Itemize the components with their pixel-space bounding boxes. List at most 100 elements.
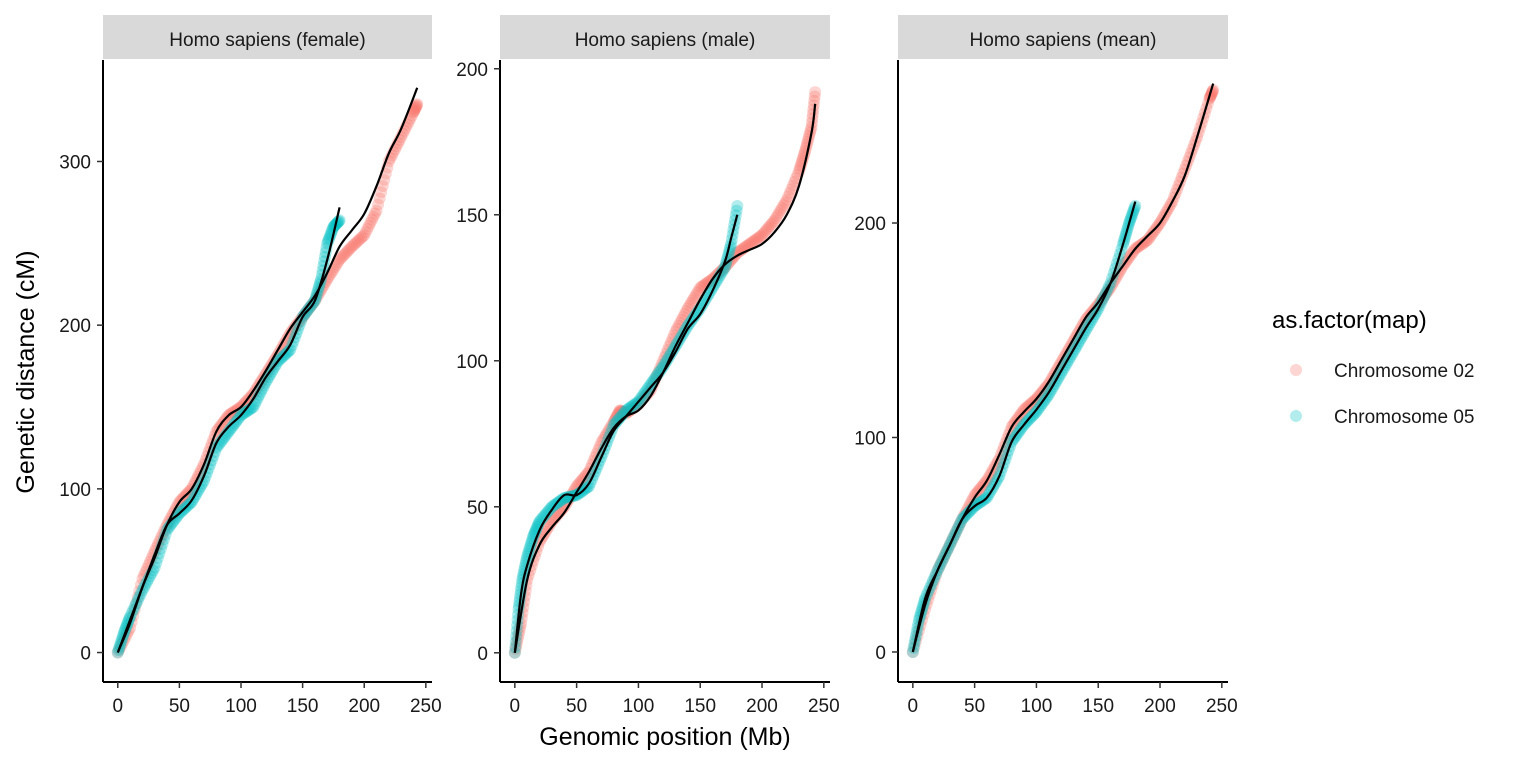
data-point <box>264 368 277 381</box>
data-point <box>780 194 793 207</box>
data-point <box>626 400 639 413</box>
y-tick-label: 100 <box>59 480 91 501</box>
data-point <box>364 216 377 229</box>
data-point <box>410 100 423 113</box>
data-point <box>613 405 626 418</box>
y-tick-label: 0 <box>875 643 886 664</box>
series-chromosome-02 <box>508 86 822 659</box>
data-point <box>410 99 423 112</box>
data-point <box>239 406 252 419</box>
x-tick-label: 250 <box>410 696 442 717</box>
facet-strip-bg <box>500 15 830 59</box>
y-tick-label: 50 <box>467 498 488 519</box>
data-point <box>807 103 820 116</box>
data-point <box>766 216 779 229</box>
data-point <box>332 256 345 269</box>
data-point <box>1143 232 1156 245</box>
data-point <box>779 196 792 209</box>
facet-panel-1: Homo sapiens (female) 0 50 100 150 200 250 0 100… <box>59 15 442 717</box>
data-point <box>681 302 694 315</box>
data-point <box>763 220 776 233</box>
data-point <box>771 209 784 222</box>
data-point <box>688 291 701 304</box>
data-point <box>788 175 801 188</box>
data-point <box>777 199 790 212</box>
data-point <box>672 319 685 332</box>
data-point <box>754 230 767 243</box>
data-point <box>409 102 422 115</box>
x-tick-label: 250 <box>808 696 840 717</box>
data-point <box>1138 236 1151 249</box>
data-point <box>776 201 789 214</box>
data-point <box>804 124 817 137</box>
data-point <box>674 316 687 329</box>
facet-strip-bg <box>898 15 1228 59</box>
x-tick-label: 0 <box>908 696 919 717</box>
data-point <box>372 198 385 211</box>
y-tick-label: 0 <box>477 644 488 665</box>
x-tick-label: 100 <box>225 696 257 717</box>
data-point <box>1141 234 1154 247</box>
smooth-line-chromosome-05 <box>116 207 341 653</box>
data-point <box>258 379 271 392</box>
data-point <box>701 276 714 289</box>
x-tick-label: 200 <box>348 696 380 717</box>
data-point <box>613 404 626 417</box>
data-point <box>541 506 554 519</box>
data-point <box>555 494 568 507</box>
data-point <box>1144 229 1157 242</box>
data-point <box>663 340 676 353</box>
data-point <box>743 237 756 250</box>
data-point <box>539 508 552 521</box>
data-point <box>339 247 352 260</box>
data-point <box>906 645 919 658</box>
x-tick-label: 150 <box>1082 696 1114 717</box>
facet-strip-label: Homo sapiens (male) <box>575 30 756 51</box>
data-point <box>757 227 770 240</box>
data-point <box>256 382 269 395</box>
data-point <box>353 233 366 246</box>
data-point <box>694 281 707 294</box>
facet-panel-2: Homo sapiens (male) 0 50 100 150 200 250 0 50 100… <box>456 15 840 717</box>
data-point <box>1135 238 1148 251</box>
data-point <box>774 204 787 217</box>
data-point <box>262 371 275 384</box>
y-tick-label: 200 <box>854 214 886 235</box>
data-point <box>808 90 821 103</box>
data-point <box>259 376 272 389</box>
data-point <box>367 210 380 223</box>
facet-panel-3: Homo sapiens (mean) 0 50 100 150 200 250 0 100 20… <box>854 15 1238 717</box>
data-point <box>806 112 819 125</box>
facet-strip-label: Homo sapiens (mean) <box>970 30 1157 51</box>
data-point <box>769 212 782 225</box>
data-point <box>281 332 294 345</box>
data-point <box>408 103 421 116</box>
data-point <box>376 180 389 193</box>
data-point <box>689 289 702 302</box>
data-point <box>261 373 274 386</box>
x-tick-label: 200 <box>746 696 778 717</box>
data-point <box>282 345 295 358</box>
data-point <box>785 183 798 196</box>
legend-title: as.factor(map) <box>1272 307 1427 334</box>
data-point <box>335 252 348 265</box>
data-point <box>773 206 786 219</box>
data-point <box>595 436 608 449</box>
data-point <box>684 297 697 310</box>
y-tick-label: 200 <box>456 60 488 81</box>
data-point <box>686 294 699 307</box>
data-point <box>790 172 803 185</box>
data-point <box>686 313 699 326</box>
series-chromosome-05 <box>111 214 346 659</box>
data-point <box>1018 403 1031 416</box>
data-point <box>348 237 361 250</box>
y-tick-label: 0 <box>80 644 91 665</box>
data-point <box>678 308 691 321</box>
data-point <box>378 173 391 186</box>
data-point <box>347 239 360 252</box>
data-point <box>544 502 557 515</box>
legend-key-chromosome-05 <box>1290 410 1302 422</box>
data-point <box>227 419 240 432</box>
x-tick-label: 50 <box>169 696 190 717</box>
data-point <box>350 236 363 249</box>
